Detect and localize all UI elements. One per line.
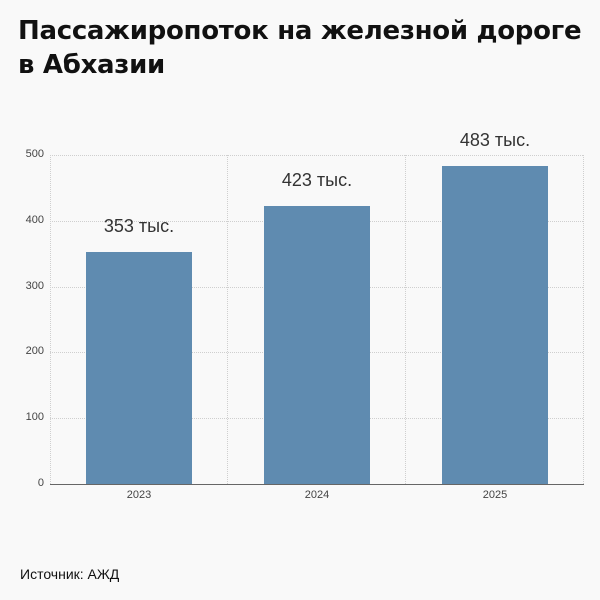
y-axis-tick-label: 300 <box>25 279 44 292</box>
gridline-vertical <box>50 155 51 484</box>
bar-2025 <box>442 166 548 484</box>
gridline-vertical <box>583 155 584 484</box>
y-axis-tick-label: 500 <box>25 148 44 160</box>
gridline-vertical <box>227 155 228 484</box>
gridline-vertical <box>405 155 406 484</box>
y-axis-tick-label: 400 <box>25 213 44 226</box>
bar-value-label: 353 тыс. <box>103 215 175 236</box>
y-axis-tick-label: 200 <box>25 345 44 358</box>
chart-title: Пассажиропоток на железной дороге в Абха… <box>18 16 582 80</box>
source-note: Источник: АЖД <box>20 566 120 582</box>
y-axis-tick-label: 100 <box>25 411 44 424</box>
bar-2023 <box>86 251 192 484</box>
x-axis-tick-label: 2024 <box>304 489 330 501</box>
gridline-horizontal <box>50 155 583 156</box>
bar-2024 <box>264 205 370 484</box>
y-axis-tick-label: 0 <box>37 477 44 489</box>
x-axis-line <box>50 484 584 485</box>
x-axis-tick-label: 2023 <box>126 489 152 501</box>
bar-value-label: 423 тыс. <box>281 169 353 190</box>
bar-value-label: 483 тыс. <box>459 130 531 151</box>
x-axis-tick-label: 2025 <box>482 489 508 501</box>
